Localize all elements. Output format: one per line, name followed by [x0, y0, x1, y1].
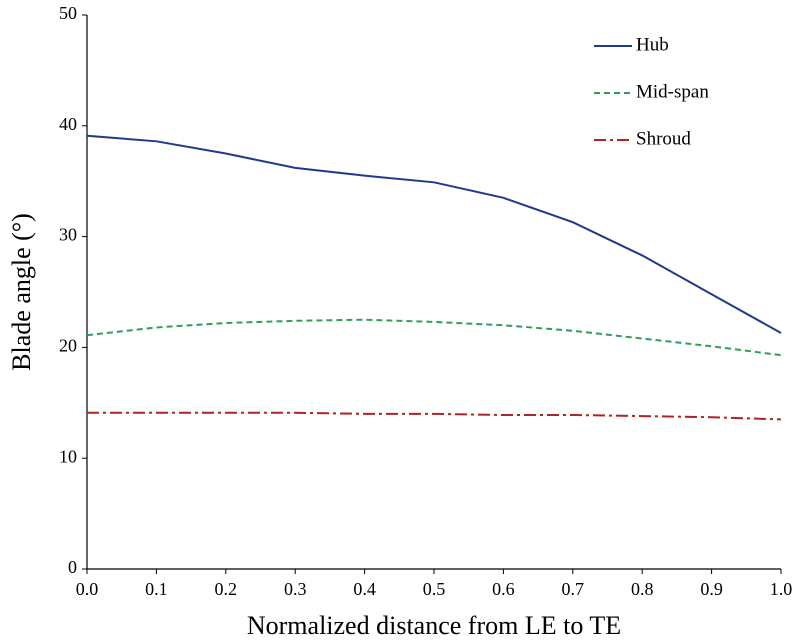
y-tick-label: 0: [68, 557, 77, 577]
x-tick-label: 0.3: [284, 579, 307, 599]
x-tick-label: 0.1: [145, 579, 168, 599]
y-tick-label: 10: [59, 446, 77, 466]
y-tick-label: 40: [59, 114, 77, 134]
x-tick-label: 0.4: [353, 579, 376, 599]
y-axis-title: Blade angle (°): [7, 213, 36, 371]
x-tick-label: 0.7: [562, 579, 585, 599]
series-line: [87, 411, 782, 421]
legend-label: Shroud: [636, 128, 691, 149]
series-line: [86, 134, 782, 334]
x-tick-label: 0.2: [215, 579, 238, 599]
x-tick-label: 1.0: [770, 579, 793, 599]
x-tick-label: 0.8: [631, 579, 654, 599]
x-tick-label: 0.9: [700, 579, 723, 599]
x-tick-label: 0.5: [423, 579, 446, 599]
y-tick-label: 20: [59, 336, 77, 356]
legend-label: Hub: [636, 34, 669, 55]
x-tick-label: 0.0: [76, 579, 99, 599]
legend-label: Mid-span: [636, 81, 709, 102]
series-line: [86, 318, 782, 357]
y-tick-label: 30: [59, 225, 77, 245]
x-tick-label: 0.6: [492, 579, 515, 599]
y-tick-label: 50: [59, 3, 77, 23]
x-axis-title: Normalized distance from LE to TE: [247, 611, 621, 640]
